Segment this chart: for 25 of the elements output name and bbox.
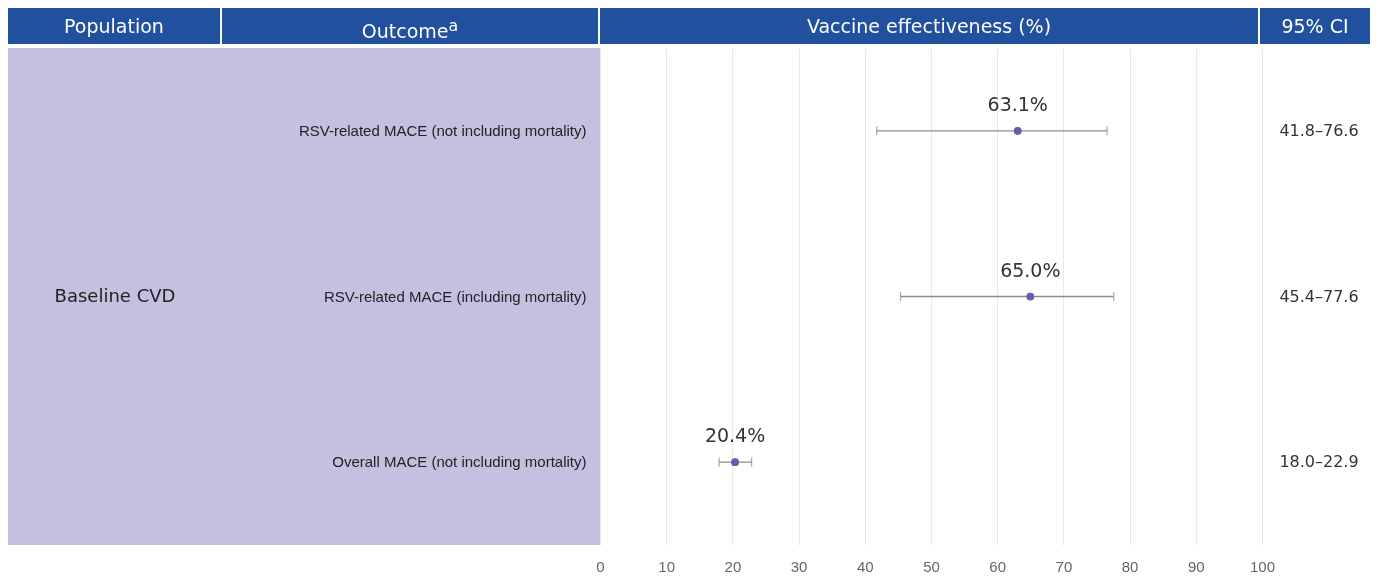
x-axis-title: Vaccine effectiveness (%) (600, 8, 1260, 44)
data-label: 20.4% (704, 424, 766, 447)
x-tick-label: 40 (856, 557, 874, 575)
y-tick-label: RSV-related MACE (including mortality) (323, 287, 587, 305)
y-tick-label: Overall MACE (not including mortality) (332, 453, 587, 471)
text: 95% CI (1260, 8, 1372, 44)
text: 18.0–22.9 (1279, 452, 1359, 472)
x-tick-label: 60 (989, 557, 1007, 575)
y-tick-label: RSV-related MACE (not including mortality) (298, 121, 587, 139)
x-tick-label: 50 (923, 557, 940, 575)
x-tick-label: 90 (1187, 557, 1205, 575)
x-tick-label: 80 (1121, 557, 1139, 575)
x-tick-label: 30 (790, 557, 808, 575)
x-tick-label: 10 (658, 557, 676, 575)
text: Baseline CVD (53, 284, 177, 306)
text: 41.8–76.6 (1279, 120, 1359, 140)
text: 45.4–77.6 (1279, 286, 1359, 306)
text: Outcome$^{a}$ (222, 8, 600, 44)
text: Population (8, 8, 222, 44)
data-label: 63.1% (987, 92, 1048, 115)
data-label: 65.0% (1000, 258, 1061, 281)
x-tick-label: 100 (1249, 557, 1276, 575)
x-tick-label: 70 (1055, 557, 1073, 575)
x-tick-label: 0 (596, 557, 605, 575)
x-tick-label: 20 (724, 557, 742, 575)
